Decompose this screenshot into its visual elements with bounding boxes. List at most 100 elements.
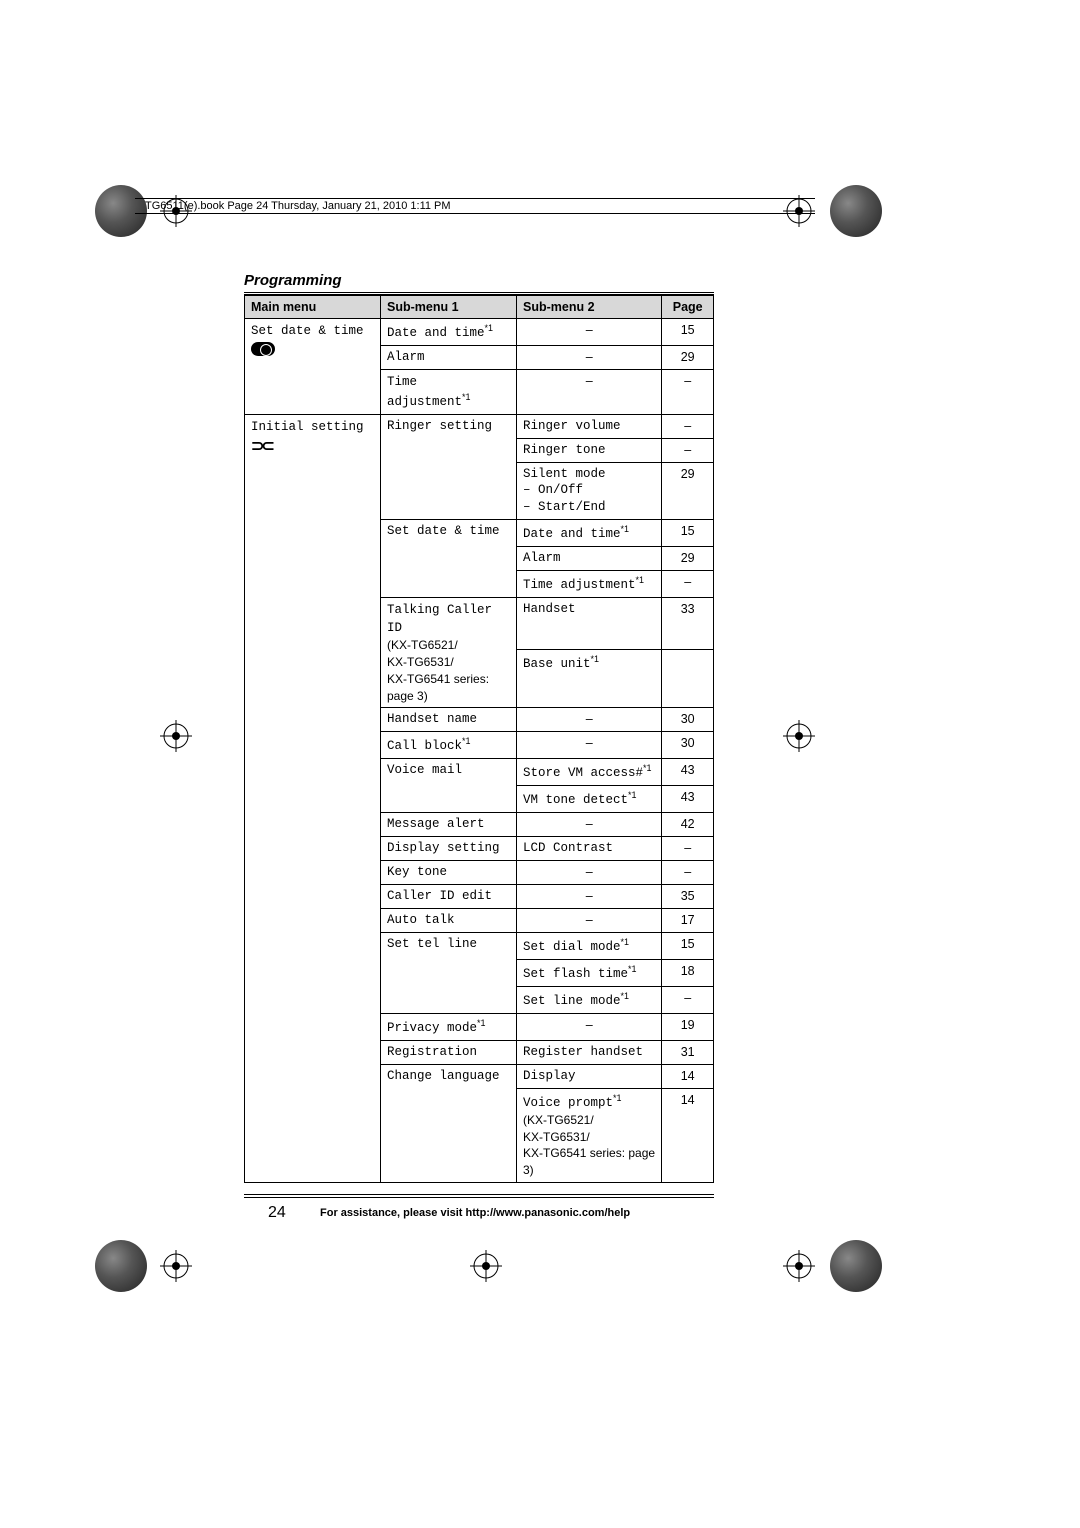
page-cell: 43 — [662, 759, 714, 786]
page-cell: 42 — [662, 813, 714, 837]
register-sphere-icon — [830, 1240, 882, 1292]
sub2-cell: VM tone detect*1 — [517, 786, 662, 813]
sub2-cell: Store VM access#*1 — [517, 759, 662, 786]
sub1-cell: Ringer setting — [381, 414, 517, 519]
main-menu-cell: Initial setting ⊃⊂ — [245, 414, 381, 1182]
sub2-cell: – — [517, 732, 662, 759]
page-cell: 14 — [662, 1088, 714, 1183]
footer-divider — [244, 1194, 714, 1195]
register-sphere-icon — [830, 185, 882, 237]
sub1-cell: Call block*1 — [381, 732, 517, 759]
sub2-cell: Base unit*1 — [517, 649, 662, 708]
page-cell: – — [662, 438, 714, 462]
sub2-cell: Date and time*1 — [517, 520, 662, 547]
page-cell: 14 — [662, 1064, 714, 1088]
sub1-cell: Message alert — [381, 813, 517, 837]
page-cell: – — [662, 837, 714, 861]
sub2-cell: Ringer volume — [517, 414, 662, 438]
sub2-cell: Time adjustment*1 — [517, 571, 662, 598]
sub1-cell: Registration — [381, 1040, 517, 1064]
page-number: 24 — [268, 1204, 286, 1222]
sub2-cell: LCD Contrast — [517, 837, 662, 861]
sub1-cell: Talking Caller ID(KX-TG6521/KX-TG6531/KX… — [381, 598, 517, 708]
table-row: Set date & time Date and time*1 – 15 — [245, 319, 714, 346]
page-cell: 15 — [662, 319, 714, 346]
sub2-cell: – — [517, 908, 662, 932]
page-cell: – — [662, 986, 714, 1013]
page-cell: 15 — [662, 520, 714, 547]
sub1-cell: Privacy mode*1 — [381, 1013, 517, 1040]
sub2-cell: Silent mode– On/Off– Start/End — [517, 462, 662, 520]
sub2-cell: – — [517, 319, 662, 346]
page-cell: 30 — [662, 732, 714, 759]
page-header: TG6511(e).book Page 24 Thursday, January… — [135, 198, 815, 214]
sub2-cell: Handset — [517, 598, 662, 650]
divider — [244, 292, 714, 293]
sub2-cell: – — [517, 346, 662, 370]
main-menu-cell: Set date & time — [245, 319, 381, 415]
sub1-cell: Set tel line — [381, 932, 517, 1013]
sub2-cell: – — [517, 813, 662, 837]
clock-icon — [251, 342, 275, 356]
sub1-cell: Auto talk — [381, 908, 517, 932]
page-cell: 15 — [662, 932, 714, 959]
page-cell — [662, 649, 714, 708]
page-cell: – — [662, 414, 714, 438]
col-header: Sub-menu 1 — [381, 296, 517, 319]
page-cell: 29 — [662, 547, 714, 571]
crop-mark-icon — [160, 720, 192, 752]
sub2-cell: Set dial mode*1 — [517, 932, 662, 959]
sub2-cell: Set flash time*1 — [517, 959, 662, 986]
link-icon: ⊃⊂ — [251, 436, 272, 458]
sub2-cell: – — [517, 369, 662, 414]
crop-mark-icon — [160, 1250, 192, 1282]
header-text: TG6511(e).book Page 24 Thursday, January… — [145, 200, 451, 212]
page-cell: – — [662, 861, 714, 885]
page-cell: 33 — [662, 598, 714, 650]
sub2-cell: Voice prompt*1(KX-TG6521/KX-TG6531/KX-TG… — [517, 1088, 662, 1183]
col-header: Sub-menu 2 — [517, 296, 662, 319]
register-sphere-icon — [95, 1240, 147, 1292]
sub1-cell: Display setting — [381, 837, 517, 861]
sub1-cell: Handset name — [381, 708, 517, 732]
sub2-cell: Ringer tone — [517, 438, 662, 462]
sub1-cell: Alarm — [381, 346, 517, 370]
page-cell: 30 — [662, 708, 714, 732]
page-cell: 43 — [662, 786, 714, 813]
menu-label: Initial setting — [251, 420, 364, 434]
page-content: Programming Main menu Sub-menu 1 Sub-men… — [244, 272, 714, 1183]
menu-label: Set date & time — [251, 324, 364, 338]
footer-divider — [244, 1197, 714, 1198]
sub1-cell: Change language — [381, 1064, 517, 1182]
col-header: Main menu — [245, 296, 381, 319]
table-row: Initial setting ⊃⊂ Ringer setting Ringer… — [245, 414, 714, 438]
page-cell: 17 — [662, 908, 714, 932]
page-cell: 19 — [662, 1013, 714, 1040]
sub1-cell: Voice mail — [381, 759, 517, 813]
page-cell: 31 — [662, 1040, 714, 1064]
crop-mark-icon — [470, 1250, 502, 1282]
sub2-cell: Display — [517, 1064, 662, 1088]
col-header: Page — [662, 296, 714, 319]
page-cell: 29 — [662, 462, 714, 520]
page-cell: 29 — [662, 346, 714, 370]
table-header-row: Main menu Sub-menu 1 Sub-menu 2 Page — [245, 296, 714, 319]
sub2-cell: Alarm — [517, 547, 662, 571]
footer-text: For assistance, please visit http://www.… — [320, 1207, 630, 1219]
sub2-cell: – — [517, 861, 662, 885]
menu-table: Main menu Sub-menu 1 Sub-menu 2 Page Set… — [244, 295, 714, 1183]
sub2-cell: – — [517, 884, 662, 908]
sub1-cell: Caller ID edit — [381, 884, 517, 908]
sub1-cell: Set date & time — [381, 520, 517, 598]
sub2-cell: – — [517, 708, 662, 732]
crop-mark-icon — [783, 1250, 815, 1282]
section-title: Programming — [244, 272, 714, 289]
sub2-cell: Set line mode*1 — [517, 986, 662, 1013]
sub2-cell: Register handset — [517, 1040, 662, 1064]
sub1-cell: Timeadjustment*1 — [381, 369, 517, 414]
sub2-cell: – — [517, 1013, 662, 1040]
sub1-cell: Date and time*1 — [381, 319, 517, 346]
page-cell: 35 — [662, 884, 714, 908]
page-cell: – — [662, 571, 714, 598]
page-cell: 18 — [662, 959, 714, 986]
